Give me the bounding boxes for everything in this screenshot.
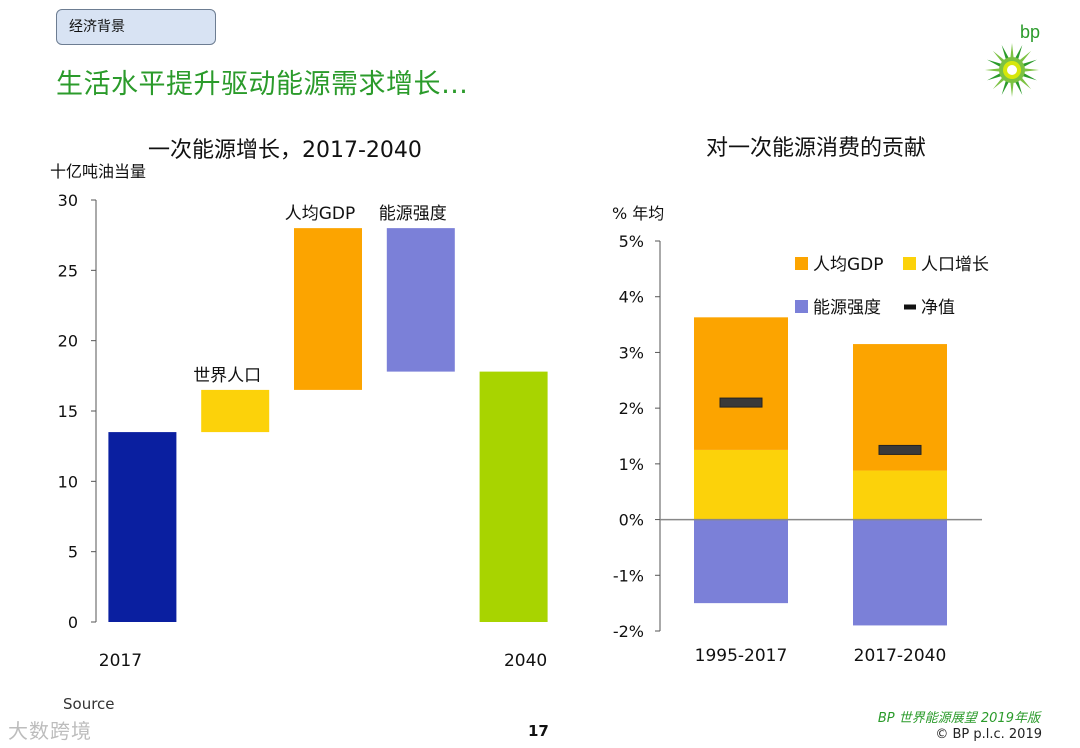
waterfall-y-tick-label: 5: [68, 543, 78, 562]
waterfall-y-tick-label: 10: [58, 472, 78, 491]
page-number: 17: [528, 722, 549, 740]
waterfall-bar-label: 2017: [99, 651, 142, 671]
bp-logo: bp: [985, 22, 1040, 97]
contribution-chart-title: 对一次能源消费的贡献: [706, 136, 927, 161]
legend-swatch: [795, 257, 808, 270]
waterfall-y-tick-label: 30: [58, 191, 78, 210]
waterfall-y-tick-label: 20: [58, 332, 78, 351]
bp-logo-text: bp: [1020, 22, 1040, 42]
contribution-y-tick-label: 1%: [619, 455, 644, 474]
contribution-bar-segment: [853, 470, 947, 520]
contribution-y-tick-label: 3%: [619, 343, 644, 362]
waterfall-y-tick-label: 0: [68, 613, 78, 632]
contribution-bar-segment: [694, 519, 788, 604]
legend-swatch: [795, 300, 808, 313]
waterfall-bar: [479, 371, 548, 622]
copyright-notice: © BP p.l.c. 2019: [935, 727, 1042, 742]
waterfall-bar-label: 2040: [504, 651, 547, 671]
contribution-y-tick-label: 2%: [619, 399, 644, 418]
legend-label: 人均GDP: [813, 255, 884, 275]
waterfall-bar: [294, 228, 362, 390]
net-value-marker: [878, 444, 922, 455]
net-value-marker: [719, 397, 763, 408]
source-note: Source: [63, 695, 115, 713]
waterfall-bar: [386, 228, 455, 372]
legend-swatch: [904, 304, 916, 310]
legend-label: 能源强度: [813, 298, 881, 318]
legend-label: 人口增长: [921, 255, 989, 275]
contribution-y-tick-label: -2%: [613, 622, 644, 641]
waterfall-y-axis-label: 十亿吨油当量: [50, 162, 147, 181]
contribution-y-axis-label: % 年均: [612, 204, 665, 223]
waterfall-bar: [108, 432, 177, 622]
page-title: 生活水平提升驱动能源需求增长…: [56, 69, 469, 100]
waterfall-bar-label: 世界人口: [193, 366, 261, 386]
contribution-category-label: 2017-2040: [854, 646, 947, 666]
waterfall-y-tick-label: 25: [58, 261, 78, 280]
waterfall-bar-label: 能源强度: [379, 204, 447, 224]
contribution-bar-segment: [694, 449, 788, 520]
contribution-y-tick-label: 5%: [619, 232, 644, 251]
waterfall-bar: [201, 389, 270, 433]
legend-label: 净值: [921, 298, 955, 318]
waterfall-bar-label: 人均GDP: [285, 204, 356, 224]
contribution-category-label: 1995-2017: [695, 646, 788, 666]
contribution-y-tick-label: 4%: [619, 288, 644, 307]
legend-swatch: [903, 257, 916, 270]
watermark: 大数跨境: [8, 719, 92, 743]
contribution-bar-segment: [853, 519, 947, 626]
contribution-y-tick-label: -1%: [613, 566, 644, 585]
publication-name: BP 世界能源展望 2019年版: [877, 711, 1040, 726]
waterfall-y-tick-label: 15: [58, 402, 78, 421]
contribution-y-tick-label: 0%: [619, 511, 644, 530]
section-tag: 经济背景: [56, 9, 216, 45]
waterfall-chart-title: 一次能源增长，2017-2040: [148, 138, 422, 163]
contribution-bar-segment: [694, 317, 788, 450]
